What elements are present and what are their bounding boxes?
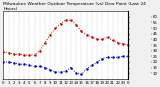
Text: Milwaukee Weather Outdoor Temperature (vs) Dew Point (Last 24 Hours): Milwaukee Weather Outdoor Temperature (v…	[3, 2, 146, 11]
